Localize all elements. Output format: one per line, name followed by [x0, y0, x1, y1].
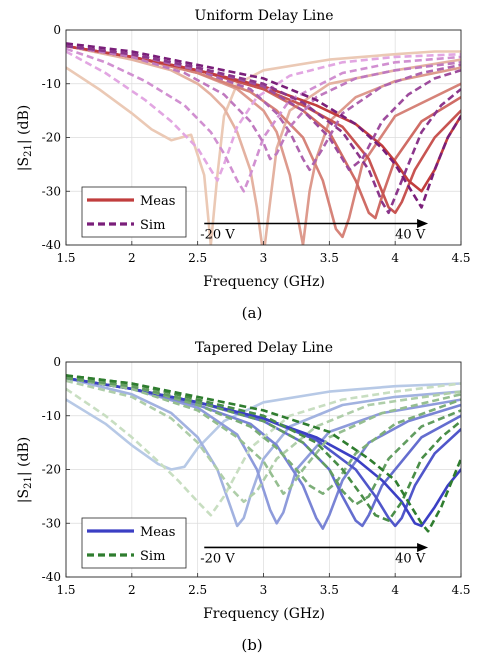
series-meas-1 [66, 376, 461, 528]
start-voltage-label: -20 V [200, 551, 235, 566]
y-tick-label: -10 [42, 77, 61, 91]
series-sim-2 [66, 44, 461, 161]
series-sim-0 [66, 50, 461, 182]
x-tick-label: 1.5 [56, 583, 75, 597]
y-tick-label: -10 [42, 409, 61, 423]
series-sim-6 [66, 374, 461, 533]
series-sim-1 [66, 379, 461, 504]
voltage-sweep-annotation: -20 V 40 V [200, 542, 429, 566]
y-tick-label: -40 [42, 570, 61, 584]
y-tick-label: -40 [42, 238, 61, 252]
chart-title: Uniform Delay Line [194, 8, 333, 24]
chart-panel-tapered: Tapered Delay Line 1.5 2 2.5 3 3.5 4 4.5 0 -10 -2… [16, 340, 471, 654]
series-meas-2 [66, 376, 461, 525]
panel-label: (b) [241, 636, 262, 654]
arrow-head [417, 542, 429, 552]
x-tick-label: 3.5 [320, 583, 339, 597]
x-tick-label: 3.5 [320, 251, 339, 265]
x-tick-label: 4.5 [451, 583, 470, 597]
end-voltage-label: 40 V [395, 228, 426, 243]
y-tick-label: 0 [53, 23, 61, 37]
series-sim-0 [66, 382, 461, 517]
series-sim-3 [66, 376, 461, 495]
series-sim-6 [66, 42, 461, 209]
x-tick-label: 4.5 [451, 251, 470, 265]
y-tick-label: -30 [42, 184, 61, 198]
series-sim-1 [66, 47, 461, 193]
legend-label-sim: Sim [140, 549, 165, 564]
series-group [66, 42, 461, 245]
panel-label: (a) [242, 304, 263, 322]
series-sim-5 [66, 44, 461, 215]
y-tick-label: 0 [53, 355, 61, 369]
x-tick-label: 4 [391, 251, 399, 265]
x-axis-label: Frequency (GHz) [203, 606, 325, 622]
x-tick-label: 2.5 [188, 583, 207, 597]
series-sim-5 [66, 374, 461, 522]
end-voltage-label: 40 V [395, 551, 426, 566]
legend: Meas Sim [81, 517, 187, 569]
x-tick-label: 2.5 [188, 251, 207, 265]
start-voltage-label: -20 V [200, 228, 235, 243]
x-tick-label: 2 [128, 251, 136, 265]
x-tick-label: 3 [260, 251, 268, 265]
series-layer [66, 374, 461, 533]
legend-label-meas: Meas [140, 525, 175, 540]
voltage-sweep-annotation: -20 V 40 V [200, 219, 429, 243]
y-tick-label: -30 [42, 516, 61, 530]
legend-label-meas: Meas [140, 194, 175, 209]
x-tick-label: 3 [260, 583, 268, 597]
axis-ticks: 1.5 2 2.5 3 3.5 4 4.5 0 -10 -20 -30 -40 [42, 23, 471, 265]
x-tick-label: 4 [391, 583, 399, 597]
series-layer [66, 42, 461, 245]
x-tick-label: 1.5 [56, 251, 75, 265]
series-sim-2 [66, 376, 461, 495]
chart-title: Tapered Delay Line [195, 340, 333, 356]
axis-ticks: 1.5 2 2.5 3 3.5 4 4.5 0 -10 -20 -30 -40 [42, 355, 471, 597]
legend-box [81, 186, 187, 238]
y-tick-label: -20 [42, 131, 61, 145]
series-meas-0 [66, 382, 461, 471]
arrow-head [417, 219, 429, 228]
series-meas-3 [66, 44, 461, 239]
chart-panel-uniform: Uniform Delay Line 1.5 2 2.5 3 3.5 4 4.5 0 -10 -2… [16, 8, 471, 322]
legend: Meas Sim [81, 186, 187, 238]
y-axis-label: |S21| (dB) [16, 105, 34, 171]
series-meas-0 [66, 50, 461, 245]
series-meas-1 [66, 44, 461, 245]
legend-box [81, 517, 187, 569]
x-tick-label: 2 [128, 583, 136, 597]
x-axis-label: Frequency (GHz) [203, 274, 325, 290]
legend-label-sim: Sim [140, 218, 165, 233]
y-axis-label: |S21| (dB) [16, 437, 34, 503]
y-tick-label: -20 [42, 463, 61, 477]
series-sim-4 [66, 376, 461, 506]
series-group [66, 374, 461, 533]
series-sim-3 [66, 44, 461, 172]
